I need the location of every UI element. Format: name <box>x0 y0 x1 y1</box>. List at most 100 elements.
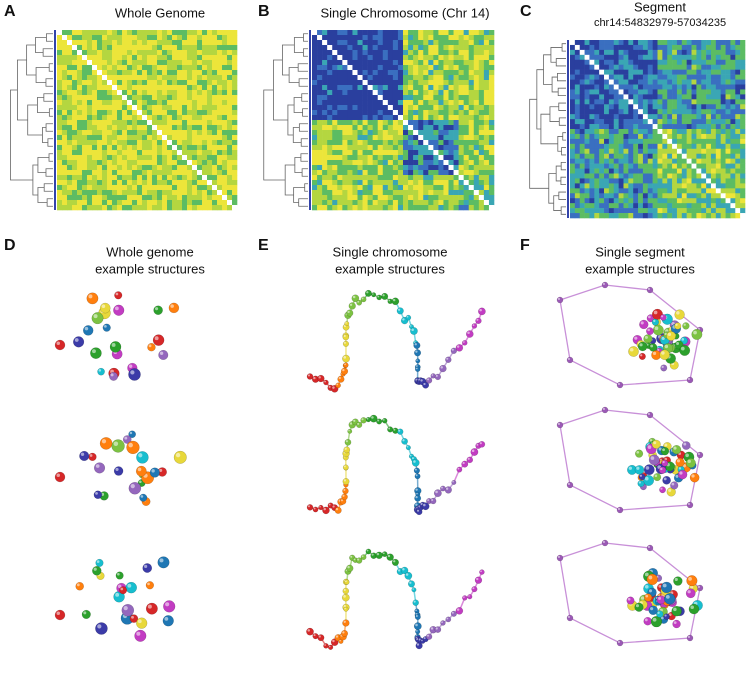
sphere <box>639 353 646 360</box>
heatmap-cell <box>716 75 721 80</box>
heatmap-cell <box>398 205 403 210</box>
sphere-highlight <box>651 456 655 460</box>
heatmap-cell <box>182 190 187 195</box>
heatmap-cell <box>398 105 403 110</box>
sphere-highlight <box>57 612 61 616</box>
heatmap-cell <box>202 55 207 60</box>
heatmap-cell <box>327 30 332 35</box>
heatmap-cell <box>580 119 585 124</box>
heatmap-cell <box>580 149 585 154</box>
heatmap-cell <box>147 50 152 55</box>
heatmap-cell <box>423 60 428 65</box>
heatmap-cell <box>648 75 653 80</box>
sphere-highlight <box>634 337 637 340</box>
sphere-highlight <box>398 569 400 571</box>
sphere-highlight <box>421 640 423 642</box>
heatmap-cell <box>484 50 489 55</box>
heatmap-cell <box>57 125 62 130</box>
heatmap-cell <box>662 159 667 164</box>
heatmap-cell <box>614 40 619 45</box>
heatmap-cell <box>368 175 373 180</box>
heatmap-cell <box>687 40 692 45</box>
heatmap-cell <box>614 119 619 124</box>
heatmap-cell <box>127 100 132 105</box>
heatmap-cell <box>222 175 227 180</box>
heatmap-cell <box>202 170 207 175</box>
heatmap-cell <box>383 130 388 135</box>
sphere <box>126 582 137 593</box>
heatmap-cell <box>604 183 609 188</box>
sphere <box>89 453 97 461</box>
heatmap-cell <box>716 124 721 129</box>
heatmap-cell <box>347 200 352 205</box>
heatmap-cell <box>363 170 368 175</box>
sphere-highlight <box>402 318 404 320</box>
heatmap-cell <box>449 155 454 160</box>
heatmap-cell <box>667 169 672 174</box>
heatmap-cell <box>177 135 182 140</box>
heatmap-cell <box>643 198 648 203</box>
heatmap-cell <box>142 165 147 170</box>
heatmap-cell <box>672 144 677 149</box>
heatmap-cell <box>197 120 202 125</box>
heatmap-cell <box>609 129 614 134</box>
heatmap-cell <box>575 198 580 203</box>
heatmap-cell <box>398 70 403 75</box>
heatmap-cell <box>378 70 383 75</box>
sphere-highlight <box>402 439 404 441</box>
heatmap-cell <box>403 110 408 115</box>
heatmap-cell <box>403 55 408 60</box>
heatmap-cell <box>489 35 494 40</box>
heatmap-cell <box>628 55 633 60</box>
heatmap-cell <box>352 155 357 160</box>
sphere <box>392 298 399 305</box>
heatmap-cell <box>92 160 97 165</box>
heatmap-cell <box>342 90 347 95</box>
sphere <box>154 306 163 315</box>
heatmap-cell <box>682 178 687 183</box>
heatmap-cell <box>716 198 721 203</box>
heatmap-cell <box>489 115 494 120</box>
heatmap-cell <box>222 110 227 115</box>
heatmap-cell <box>667 129 672 134</box>
heatmap-cell <box>87 125 92 130</box>
sphere <box>343 341 349 347</box>
heatmap-cell <box>172 35 177 40</box>
heatmap-cell <box>227 125 232 130</box>
sphere <box>129 482 141 494</box>
heatmap-cell <box>667 75 672 80</box>
sphere-highlight <box>115 468 118 471</box>
heatmap-cell <box>327 130 332 135</box>
heatmap-cell <box>403 125 408 130</box>
heatmap-cell <box>132 150 137 155</box>
heatmap-cell <box>312 110 317 115</box>
heatmap-cell <box>398 115 403 120</box>
heatmap-cell <box>342 85 347 90</box>
heatmap-cell <box>72 145 77 150</box>
heatmap-cell <box>363 135 368 140</box>
sphere-highlight <box>653 320 655 322</box>
heatmap-cell <box>408 170 413 175</box>
heatmap-cell <box>658 159 663 164</box>
heatmap-cell <box>662 198 667 203</box>
sphere <box>365 290 371 296</box>
heatmap-cell <box>580 213 585 218</box>
heatmap-cell <box>459 150 464 155</box>
heatmap-cell <box>638 154 643 159</box>
heatmap-cell <box>147 125 152 130</box>
heatmap-cell <box>599 178 604 183</box>
heatmap-cell <box>721 40 726 45</box>
heatmap-cell <box>594 164 599 169</box>
heatmap-cell <box>721 164 726 169</box>
heatmap-cell <box>378 45 383 50</box>
heatmap-cell <box>122 45 127 50</box>
heatmap-cell <box>337 85 342 90</box>
heatmap-cell <box>92 135 97 140</box>
heatmap-cell <box>474 185 479 190</box>
heatmap-cell <box>653 139 658 144</box>
heatmap-cell <box>152 160 157 165</box>
heatmap-cell <box>182 90 187 95</box>
heatmap-cell <box>77 150 82 155</box>
heatmap-cell <box>327 175 332 180</box>
heatmap-cell <box>609 40 614 45</box>
